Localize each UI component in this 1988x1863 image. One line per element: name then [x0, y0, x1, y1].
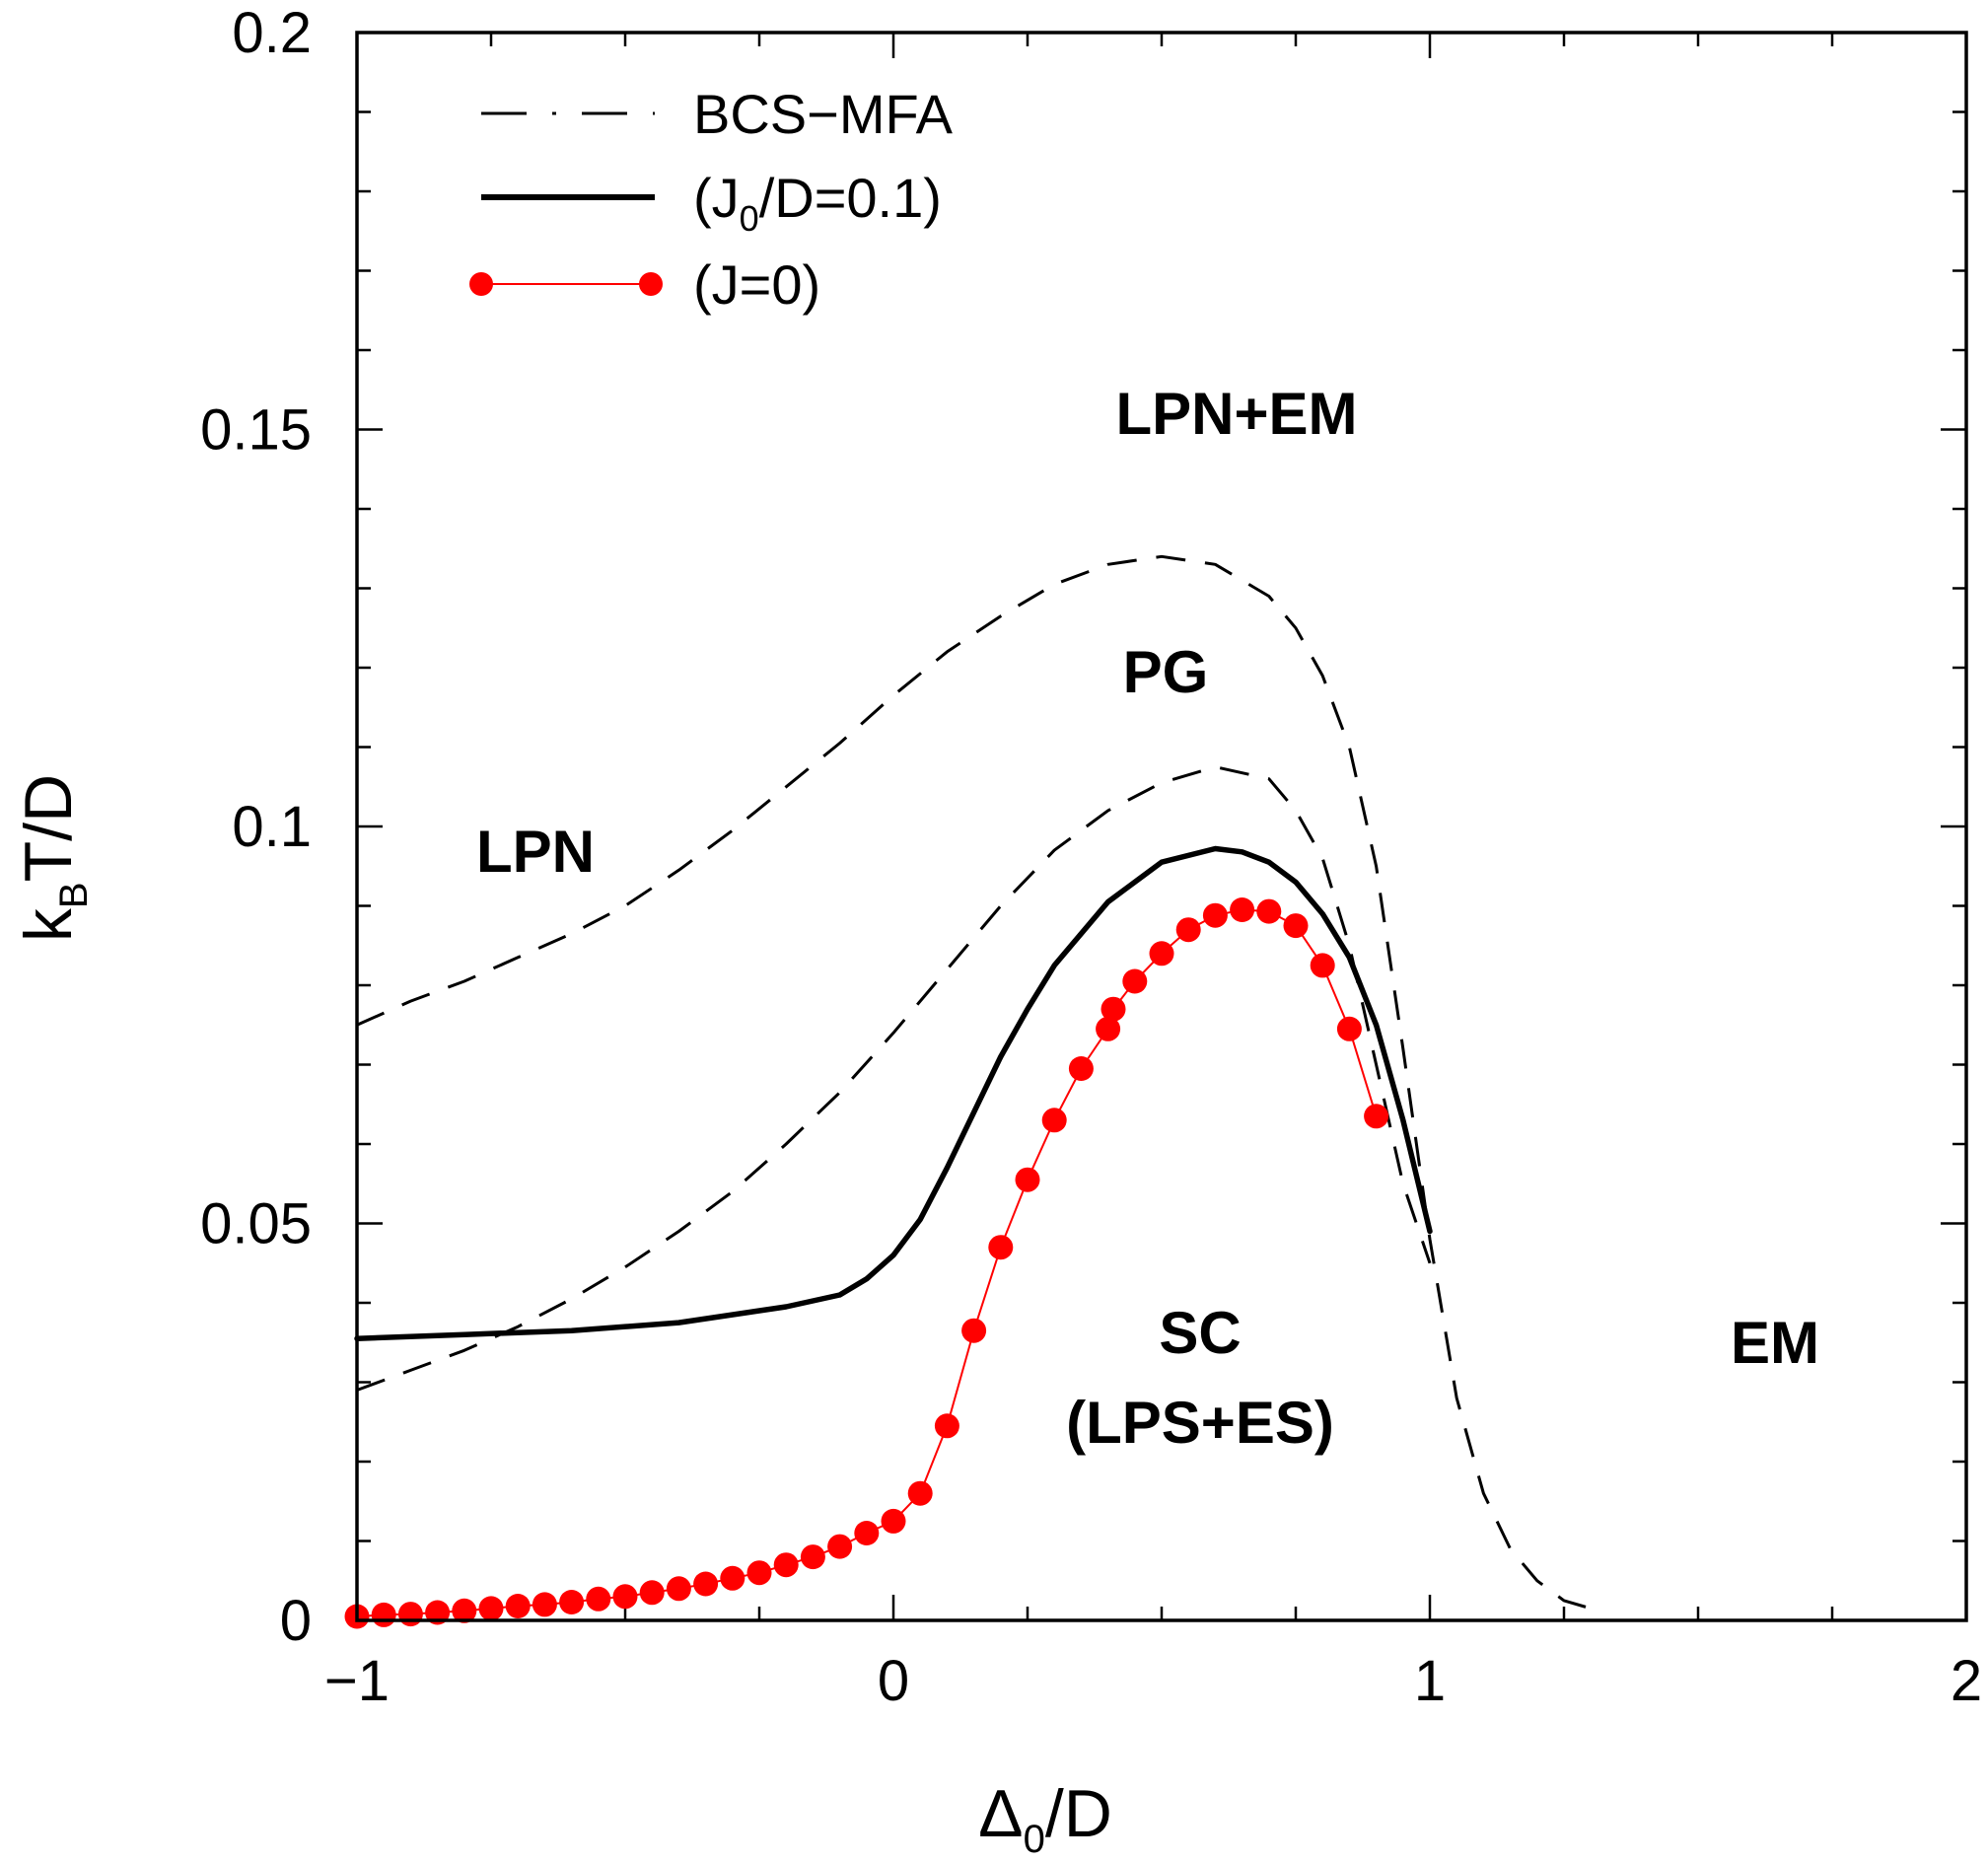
data-point-j — [452, 1598, 477, 1623]
y-tick-label: 0 — [280, 1589, 312, 1653]
data-point-j — [371, 1602, 396, 1627]
data-point-j — [532, 1592, 557, 1617]
legend-marker-j-right — [639, 272, 663, 296]
data-point-j — [1256, 898, 1282, 924]
x-tick-label: −1 — [324, 1649, 390, 1713]
series-line-bcs-lower — [356, 765, 1432, 1392]
data-point-j — [1364, 1104, 1389, 1129]
y-tick-label: 0.1 — [232, 795, 312, 859]
data-point-j — [934, 1413, 959, 1439]
region-label-sc-sub: (LPS+ES) — [1066, 1390, 1334, 1456]
series-layer — [344, 554, 1592, 1629]
data-point-j — [1041, 1108, 1067, 1133]
data-point-j — [586, 1586, 611, 1612]
data-point-j — [1310, 953, 1335, 978]
data-point-j — [612, 1584, 638, 1610]
region-label-lpn: LPN — [476, 819, 595, 885]
data-point-j — [559, 1590, 585, 1614]
data-point-j — [478, 1596, 504, 1621]
x-axis-title: Δ0/D — [978, 1776, 1112, 1861]
series-line-j — [356, 908, 1378, 1617]
plot-frame — [355, 31, 1968, 1622]
series-line-bcs-upper — [356, 554, 1592, 1611]
x-tick-label: 1 — [1414, 1649, 1446, 1713]
y-tick-label: 0.2 — [232, 1, 312, 65]
data-point-j — [827, 1534, 853, 1559]
data-point-j — [505, 1594, 531, 1618]
data-point-j — [800, 1544, 825, 1570]
data-point-j — [1096, 1016, 1121, 1041]
data-point-j — [1149, 941, 1174, 967]
data-point-j — [1015, 1167, 1040, 1192]
data-point-j — [1122, 968, 1148, 994]
data-point-j — [746, 1560, 772, 1586]
series-line-j0 — [354, 845, 1433, 1341]
x-tick-label: 2 — [1951, 1649, 1982, 1713]
data-point-j — [988, 1235, 1014, 1260]
data-point-j — [1100, 996, 1126, 1022]
data-point-j — [773, 1552, 799, 1578]
y-tick-label: 0.15 — [200, 398, 312, 463]
axis-ticks — [355, 31, 1968, 1622]
y-axis-title: kBT/D — [11, 774, 96, 942]
legend-label-j: (J=0) — [693, 253, 820, 316]
data-point-j — [1283, 913, 1309, 939]
x-tick-label: 0 — [878, 1649, 909, 1713]
data-point-j — [854, 1521, 880, 1545]
region-label-lpn-em: LPN+EM — [1115, 381, 1357, 447]
legend-label-j0: (J0/D=0.1) — [693, 167, 942, 239]
data-point-j — [397, 1602, 423, 1627]
data-point-j — [881, 1508, 906, 1534]
legend: BCS−MFA (J0/D=0.1) (J=0) — [469, 83, 954, 316]
region-label-pg: PG — [1123, 639, 1209, 705]
data-point-j — [907, 1480, 933, 1506]
data-point-j — [1230, 897, 1255, 922]
data-point-j — [720, 1565, 746, 1591]
data-point-j — [639, 1580, 665, 1606]
region-label-em: EM — [1731, 1310, 1819, 1376]
data-point-j — [666, 1576, 691, 1602]
data-point-j — [1068, 1056, 1094, 1081]
data-point-j — [961, 1318, 987, 1343]
legend-label-bcs: BCS−MFA — [693, 83, 954, 145]
y-tick-label: 0.05 — [200, 1192, 312, 1256]
data-point-j — [1202, 902, 1228, 928]
region-label-sc: SC — [1159, 1300, 1241, 1366]
data-point-j — [1175, 917, 1201, 943]
data-point-j — [1336, 1016, 1362, 1041]
legend-marker-j-left — [469, 272, 493, 296]
data-point-j — [693, 1571, 719, 1597]
axis-tick-labels: −1 0 1 200.050.10.150.2 — [200, 1, 1982, 1713]
